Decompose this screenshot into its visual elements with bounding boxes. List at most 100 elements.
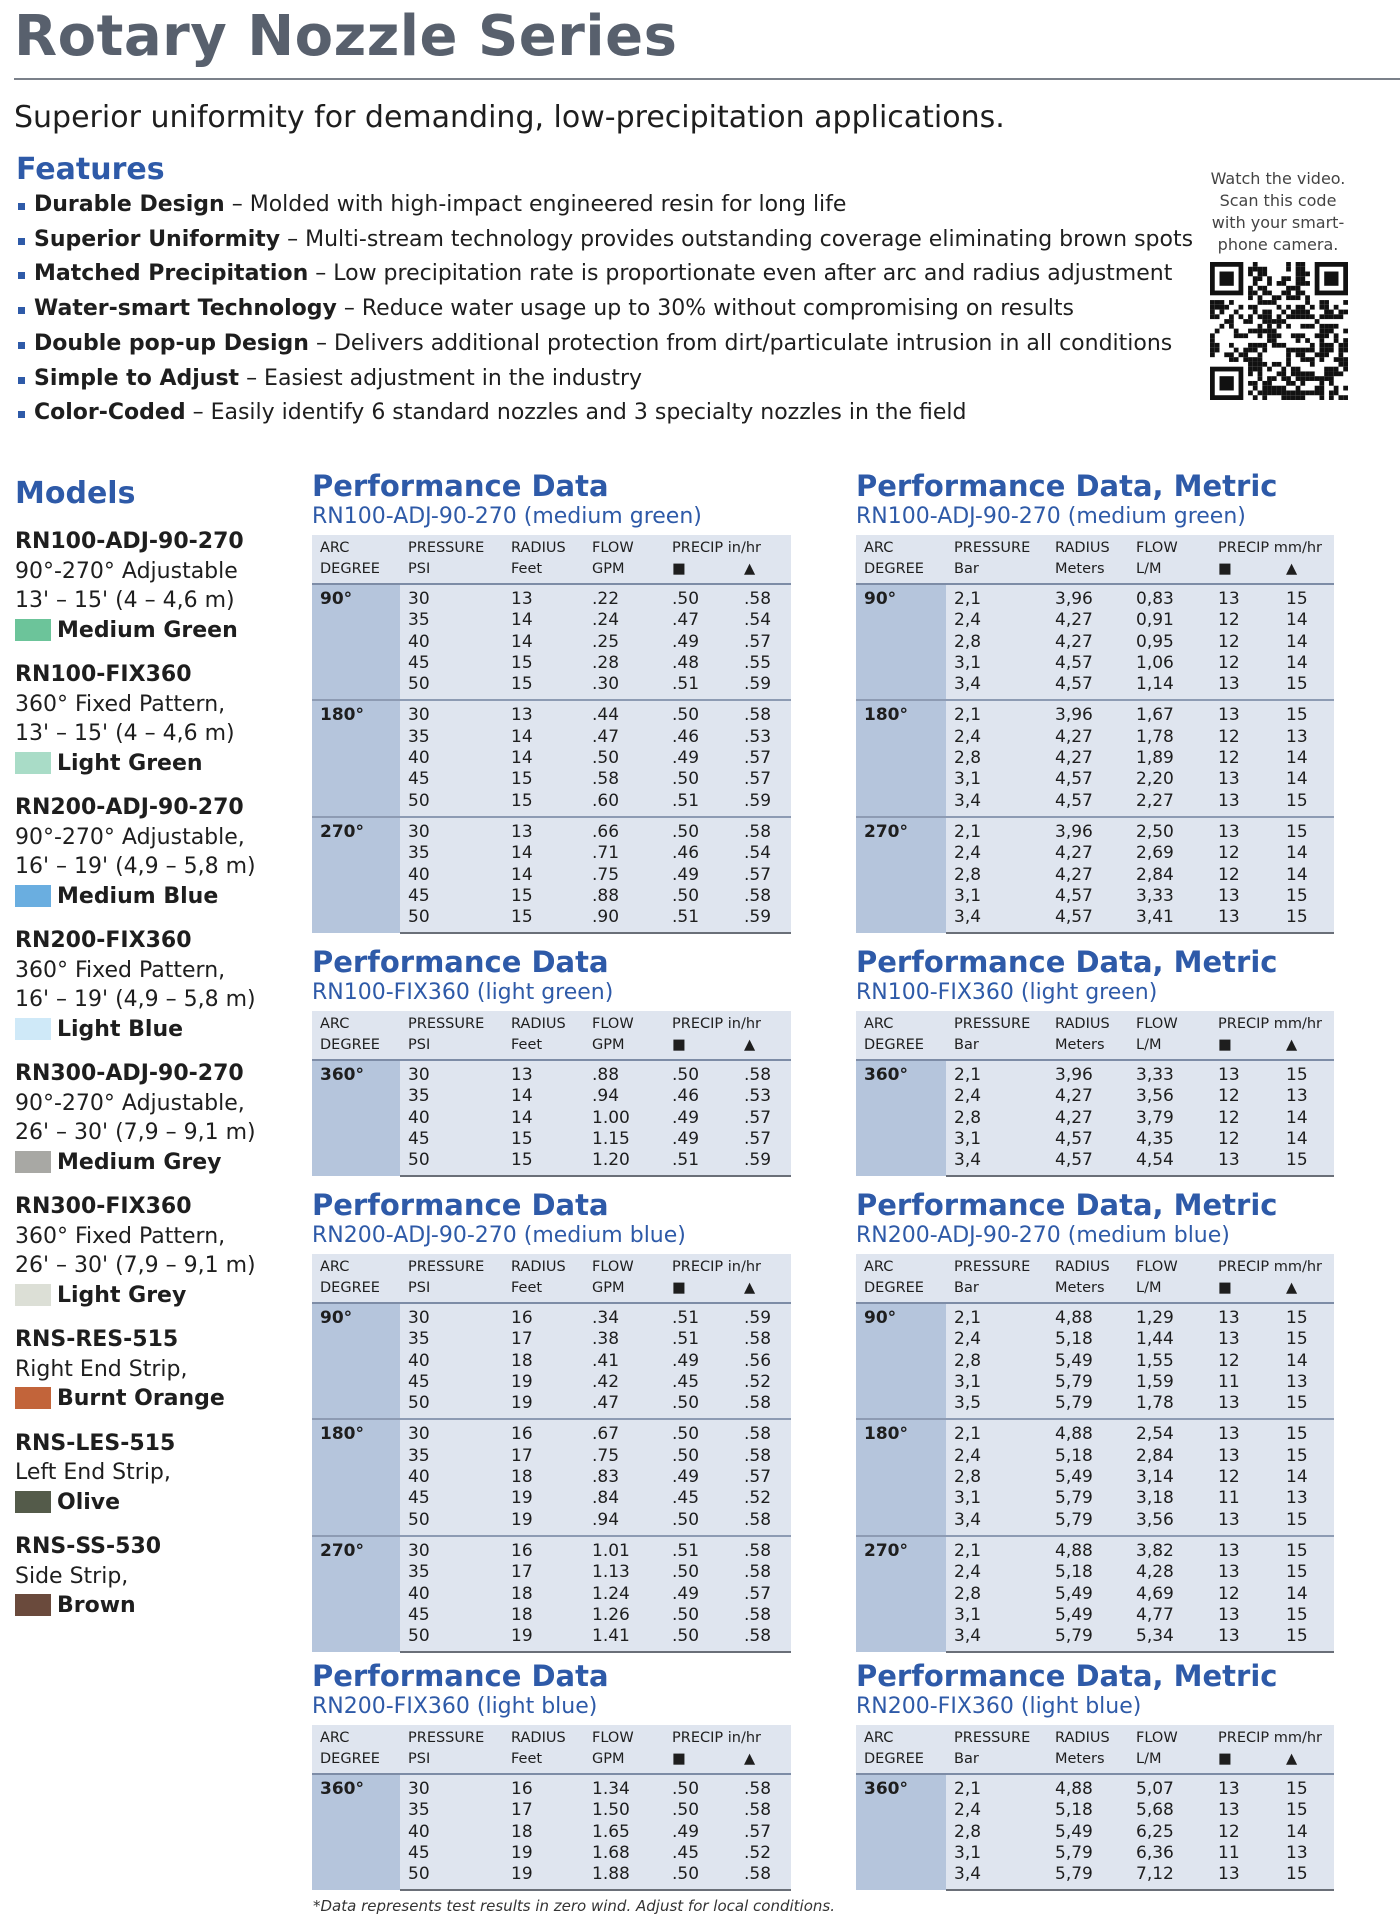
qr-module xyxy=(1333,304,1339,310)
arc-group: 360° 30 16 1.34.50.58 35 17 1.50.50.58 40 18 1.65… xyxy=(312,1774,791,1892)
color-swatch xyxy=(15,1017,51,1040)
table-header: ARC PRESSURE RADIUS FLOW PRECIP mm/hr DEGREE B… xyxy=(856,1725,1334,1775)
data-cell: 2,1 xyxy=(946,1774,1047,1801)
data-cell: 14 xyxy=(503,631,584,653)
table-subtitle: RN100-FIX360 (light green) xyxy=(312,980,614,1005)
arc-group: 270° 30 13.66.50.58 35 14.71.46.54 40 14.75.49… xyxy=(312,815,791,935)
qr-module xyxy=(1343,361,1348,367)
data-cell: 11 xyxy=(1210,1842,1278,1865)
qr-module xyxy=(1319,376,1325,381)
qr-module xyxy=(1319,395,1325,400)
data-cell: 50 xyxy=(400,1150,503,1178)
data-cell: 1,78 xyxy=(1128,1393,1210,1420)
qr-module xyxy=(1343,342,1348,348)
qr-module xyxy=(1224,352,1230,358)
data-cell: .50 xyxy=(584,748,664,770)
header-cell: ARC xyxy=(312,1725,400,1749)
qr-module xyxy=(1219,323,1225,329)
data-cell: 13 xyxy=(503,584,584,611)
feature: Water-smart Technology – Reduce water us… xyxy=(16,292,1193,327)
data-cell: 14 xyxy=(1278,1128,1334,1151)
qr-module xyxy=(1300,271,1306,277)
qr-module xyxy=(1276,295,1282,301)
data-cell: 3,4 xyxy=(946,1864,1047,1892)
qr-module xyxy=(1314,390,1320,396)
header-row: DEGREE PSI Feet GPM ■ ▲ xyxy=(312,1749,791,1775)
qr-module xyxy=(1257,376,1263,381)
data-cell: 12 xyxy=(1210,864,1278,886)
data-row: 360° 2,1 4,88 5,07 13 15 xyxy=(856,1774,1334,1891)
qr-module xyxy=(1286,361,1291,367)
qr-module xyxy=(1319,390,1325,396)
qr-module xyxy=(1252,385,1258,391)
qr-module xyxy=(1314,376,1320,381)
data-row: 40 14.75.49.57 xyxy=(312,864,791,886)
qr-module xyxy=(1271,342,1277,348)
qr-module xyxy=(1281,281,1287,286)
qr-module xyxy=(1248,314,1253,320)
qr-module xyxy=(1238,352,1244,358)
header-cell: GPM xyxy=(584,1035,664,1061)
model-color: Light Grey xyxy=(15,1281,305,1311)
qr-module xyxy=(1257,328,1263,334)
data-cell: .51 xyxy=(664,1150,736,1178)
qr-module xyxy=(1281,290,1287,296)
qr-module xyxy=(1252,262,1258,267)
data-row: 3,1 4,57 1,06 12 14 xyxy=(856,652,1334,675)
header-cell: PRECIP mm/hr xyxy=(1210,535,1334,559)
data-row: 40 14.50.49.57 xyxy=(312,748,791,770)
arc-cell: 360° xyxy=(856,1774,946,1891)
data-cell: 30 xyxy=(400,584,503,611)
data-row: 3,1 5,79 1,59 11 13 xyxy=(856,1371,1334,1394)
data-cell: 1,55 xyxy=(1128,1350,1210,1372)
qr-module xyxy=(1262,395,1268,400)
header-cell: Feet xyxy=(503,1278,584,1304)
qr-module xyxy=(1338,371,1344,377)
header-cell: FLOW xyxy=(584,535,664,559)
data-cell: .49 xyxy=(664,1107,736,1129)
data-cell: 4,27 xyxy=(1047,1107,1128,1129)
qr-module xyxy=(1267,333,1272,339)
header-cell: ARC xyxy=(856,1725,946,1749)
data-cell: .56 xyxy=(736,1350,791,1372)
data-cell: 14 xyxy=(503,748,584,770)
header-cell: PSI xyxy=(400,1749,503,1775)
data-cell: .44 xyxy=(584,699,664,727)
data-cell: 30 xyxy=(400,1534,503,1563)
data-cell: 12 xyxy=(1210,1821,1278,1843)
data-cell: 15 xyxy=(1278,584,1334,611)
qr-module xyxy=(1243,352,1249,358)
qr-module xyxy=(1238,314,1244,320)
qr-module xyxy=(1281,309,1287,315)
arc-group: 360° 2,1 3,96 3,33 13 15 2,4 4,27 3,56 12 13 2,8 4,2… xyxy=(856,1060,1334,1178)
qr-module xyxy=(1338,395,1344,400)
data-row: 40 14 1.00.49.57 xyxy=(312,1107,791,1129)
header-cell: DEGREE xyxy=(856,1278,946,1304)
header-cell: PRESSURE xyxy=(400,1725,503,1749)
data-cell: 1,59 xyxy=(1128,1371,1210,1394)
qr-module xyxy=(1309,342,1315,348)
data-cell: 15 xyxy=(503,652,584,675)
data-cell: 1,78 xyxy=(1128,726,1210,749)
qr-module xyxy=(1262,319,1268,324)
qr-module xyxy=(1252,366,1258,372)
qr-module xyxy=(1324,271,1339,286)
header-cell: DEGREE xyxy=(312,1278,400,1304)
data-cell: .49 xyxy=(664,1821,736,1843)
qr-module xyxy=(1262,385,1268,391)
qr-module xyxy=(1271,333,1277,339)
data-cell: 19 xyxy=(503,1488,584,1510)
qr-module xyxy=(1219,376,1234,391)
data-cell: 19 xyxy=(503,1626,584,1654)
data-row: 45 15.88.50.58 xyxy=(312,885,791,908)
qr-module xyxy=(1252,276,1258,282)
arc-cell: 360° xyxy=(312,1060,400,1177)
data-row: 3,1 5,49 4,77 13 15 xyxy=(856,1604,1334,1627)
table-header: ARC PRESSURE RADIUS FLOW PRECIP mm/hr DEGREE B… xyxy=(856,1011,1334,1061)
data-cell: 3,1 xyxy=(946,652,1047,675)
qr-module xyxy=(1267,366,1272,372)
data-row: 2,8 4,27 0,95 12 14 xyxy=(856,631,1334,653)
qr-module xyxy=(1262,300,1268,305)
data-cell: 15 xyxy=(1278,1534,1334,1563)
data-cell: 2,8 xyxy=(946,1467,1047,1489)
